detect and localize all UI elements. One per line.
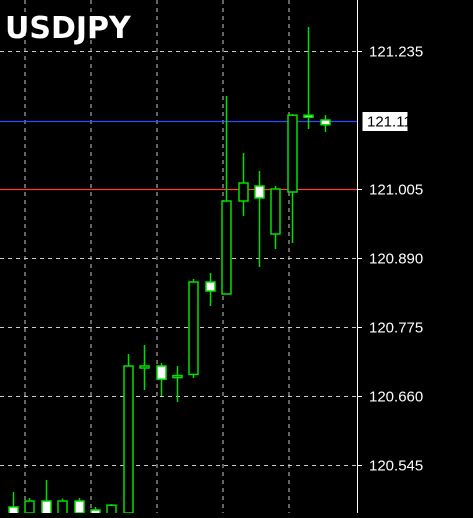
candle-body xyxy=(270,188,281,235)
candle-body xyxy=(24,500,35,514)
candle-body xyxy=(156,365,167,380)
candle-body xyxy=(41,500,52,517)
candle-body xyxy=(172,374,183,379)
candle-body xyxy=(139,365,150,369)
candle-body xyxy=(74,500,85,514)
axis-tick-label: 120.890 xyxy=(369,251,423,268)
candle-body xyxy=(287,114,298,193)
candle-body xyxy=(106,504,117,517)
candle-body xyxy=(123,365,134,514)
bid-line-price-box xyxy=(361,111,409,132)
horizontal-lines xyxy=(0,120,357,191)
candle-body xyxy=(57,500,68,517)
candle-body xyxy=(205,281,216,292)
candle-body xyxy=(303,114,314,118)
axis-tick-label: 121.005 xyxy=(369,182,423,199)
axis-tick-label: 121.235 xyxy=(369,44,423,61)
axis-tick-label: 120.545 xyxy=(369,458,423,475)
candle-body xyxy=(8,506,19,516)
axis-tick-label: 120.660 xyxy=(369,389,423,406)
candle-body xyxy=(320,119,331,126)
chart-title: USDJPY xyxy=(5,11,132,46)
candle-body xyxy=(238,182,249,202)
axis-tick-label: 120.775 xyxy=(369,320,423,337)
price-axis: 121.235 121.005 120.890 120.775 120.660 120.5… xyxy=(357,0,423,513)
candle-body xyxy=(254,185,265,199)
candle-body xyxy=(188,281,199,376)
candle-body xyxy=(221,200,232,295)
candles xyxy=(8,27,331,518)
grid xyxy=(0,0,357,513)
bid-line-price-label: 121.118 xyxy=(367,114,420,131)
